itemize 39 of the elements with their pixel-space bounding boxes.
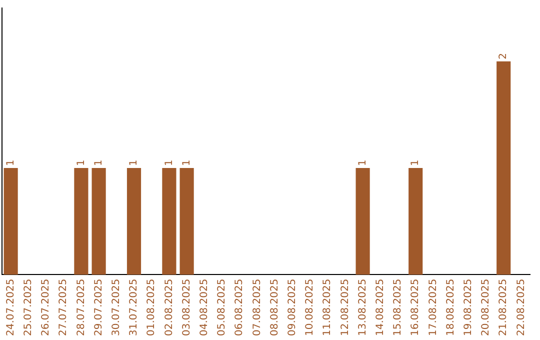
x-tick-label: 03.08.2025 <box>181 278 192 336</box>
data-label: 1 <box>5 160 16 166</box>
x-tick-label: 26.07.2025 <box>40 278 52 336</box>
x-tick-label: 15.08.2025 <box>392 278 404 336</box>
x-tick-label: 01.08.2025 <box>146 278 158 336</box>
x-tick-label: 20.08.2025 <box>480 278 492 336</box>
x-tick-label: 30.07.2025 <box>110 278 122 336</box>
x-tick-label: 27.07.2025 <box>58 278 70 336</box>
x-tick-label: 04.08.2025 <box>198 278 210 336</box>
x-tick-label: 10.08.2025 <box>304 278 316 336</box>
x-tick-label: 11.08.2025 <box>322 278 334 336</box>
data-label: 1 <box>128 160 140 166</box>
x-tick-label: 13.08.2025 <box>357 278 368 336</box>
data-label: 1 <box>410 160 422 166</box>
x-tick-label: 28.07.2025 <box>76 278 87 336</box>
x-tick-label: 19.08.2025 <box>462 278 474 336</box>
data-label: 1 <box>164 160 175 166</box>
x-tick-label: 24.07.2025 <box>5 278 16 336</box>
x-tick-label: 17.08.2025 <box>428 278 439 336</box>
x-tick-label: 07.08.2025 <box>252 278 263 336</box>
data-label: 1 <box>76 160 87 166</box>
x-tick-label: 09.08.2025 <box>286 278 298 336</box>
data-label: 1 <box>93 160 104 166</box>
x-tick-label: 18.08.2025 <box>445 278 456 336</box>
x-tick-label: 06.08.2025 <box>234 278 246 336</box>
data-label: 1 <box>357 160 368 166</box>
data-label: 1 <box>181 160 192 166</box>
x-tick-label: 14.08.2025 <box>374 278 386 336</box>
x-tick-label: 02.08.2025 <box>164 278 175 336</box>
x-tick-label: 05.08.2025 <box>216 278 228 336</box>
x-tick-label: 22.08.2025 <box>516 278 527 336</box>
x-tick-label: 08.08.2025 <box>269 278 280 336</box>
x-tick-label: 21.08.2025 <box>498 278 510 336</box>
x-tick-label: 25.07.2025 <box>22 278 34 336</box>
x-tick-label: 16.08.2025 <box>410 278 422 336</box>
x-tick-label: 29.07.2025 <box>93 278 104 336</box>
x-tick-label: 12.08.2025 <box>340 278 351 336</box>
data-label: 2 <box>498 52 510 60</box>
x-tick-label: 31.07.2025 <box>128 278 140 336</box>
